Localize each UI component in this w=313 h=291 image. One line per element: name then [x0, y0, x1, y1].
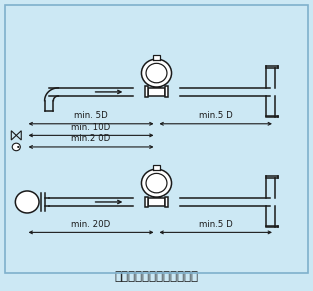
Circle shape — [17, 146, 19, 148]
Text: 弯管、阀门和泵之间的安装: 弯管、阀门和泵之间的安装 — [115, 270, 198, 283]
Bar — [153, 55, 160, 60]
Text: min. 10D: min. 10D — [71, 123, 111, 132]
Text: min. 5D: min. 5D — [74, 111, 108, 120]
Bar — [145, 86, 148, 97]
Bar — [148, 198, 165, 206]
Circle shape — [12, 143, 20, 151]
Bar — [165, 196, 168, 207]
Circle shape — [141, 59, 172, 87]
Text: min. 20D: min. 20D — [71, 220, 111, 229]
Circle shape — [15, 191, 39, 213]
Bar — [165, 86, 168, 97]
Bar — [153, 166, 160, 170]
Bar — [148, 88, 165, 96]
Text: min.5 D: min.5 D — [199, 111, 233, 120]
Text: min.2 0D: min.2 0D — [71, 134, 111, 143]
Circle shape — [141, 169, 172, 197]
Text: min.5 D: min.5 D — [199, 220, 233, 229]
Bar — [145, 196, 148, 207]
